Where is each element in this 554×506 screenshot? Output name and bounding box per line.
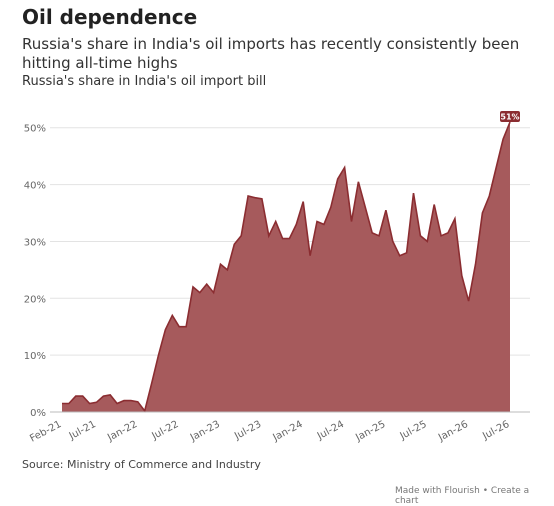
x-tick-label: Jul-26 — [480, 419, 511, 443]
subtitle: Russia's share in India's oil imports ha… — [22, 35, 520, 72]
y-tick-label: 0% — [30, 408, 46, 419]
x-tick-label: Jan-23 — [188, 419, 222, 444]
y-tick-label: 20% — [24, 294, 46, 305]
line — [62, 121, 511, 413]
x-tick-label: Jul-24 — [315, 419, 346, 443]
x-tick-label: Jan-22 — [105, 419, 139, 444]
value-label-bg — [500, 111, 520, 123]
area — [62, 122, 510, 412]
y-tick-label: 10% — [24, 351, 46, 362]
x-tick-label: Jan-24 — [271, 419, 305, 444]
x-tick-label: Jul-22 — [149, 419, 180, 443]
chart-label: Russia's share in India's oil import bil… — [22, 74, 267, 89]
x-tick-label: Jan-26 — [436, 419, 470, 444]
x-tick-label: Jan-25 — [353, 419, 387, 444]
y-tick-label: 40% — [24, 181, 46, 192]
x-tick-label: Jul-23 — [232, 419, 263, 443]
y-tick-label: 30% — [24, 237, 46, 248]
x-tick-label: Feb-21 — [28, 419, 63, 445]
x-tick-label: Jul-25 — [398, 419, 429, 443]
credit: Made with Flourish • Create a chart — [395, 486, 530, 506]
x-tick-label: Jul-21 — [67, 419, 98, 443]
value-label: 51% — [500, 113, 519, 122]
title: Oil dependence — [22, 5, 198, 29]
source: Source: Ministry of Commerce and Industr… — [22, 458, 261, 471]
y-tick-label: 50% — [24, 124, 46, 135]
